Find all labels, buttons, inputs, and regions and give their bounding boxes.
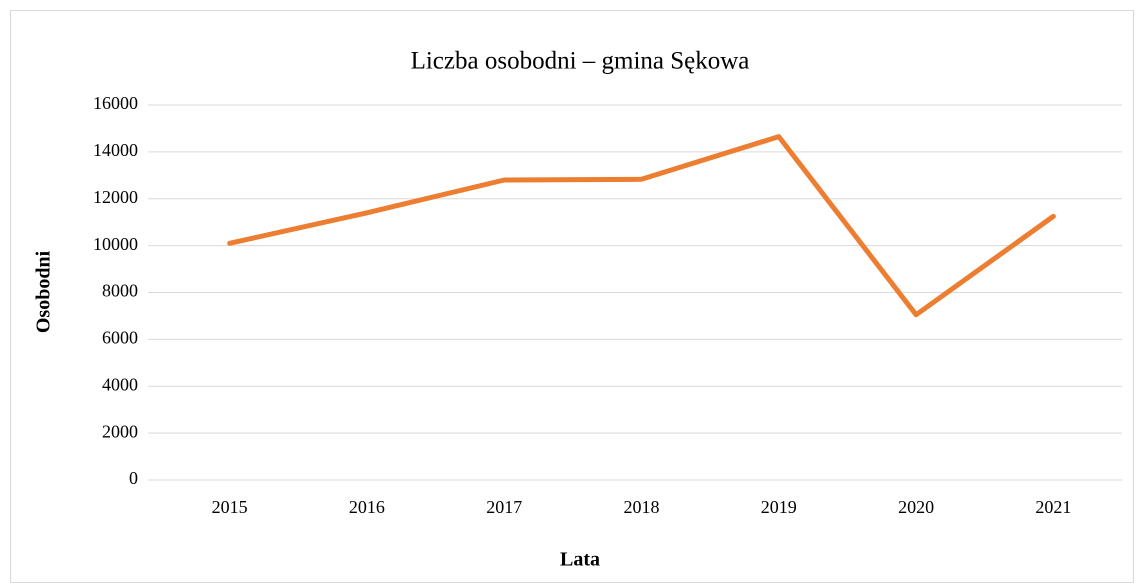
x-axis-label: Lata bbox=[560, 549, 600, 571]
x-tick-label: 2021 bbox=[1035, 497, 1071, 517]
x-tick-label: 2020 bbox=[898, 497, 934, 517]
x-tick-label: 2017 bbox=[486, 497, 522, 517]
y-tick-label: 16000 bbox=[93, 93, 138, 113]
chart-title: Liczba osobodni – gmina Sękowa bbox=[411, 48, 750, 75]
y-tick-label: 2000 bbox=[102, 421, 138, 441]
chart-border bbox=[10, 10, 1134, 583]
x-tick-label: 2019 bbox=[761, 497, 797, 517]
data-line bbox=[227, 134, 1056, 318]
y-tick-label: 14000 bbox=[93, 140, 138, 160]
y-tick-label: 4000 bbox=[102, 374, 138, 394]
y-tick-label: 10000 bbox=[93, 234, 138, 254]
y-tick-label: 8000 bbox=[102, 281, 138, 301]
y-axis-label: Osobodni bbox=[33, 250, 55, 333]
x-tick-label: 2015 bbox=[212, 497, 248, 517]
x-tick-label: 2016 bbox=[349, 497, 385, 517]
y-tick-label: 6000 bbox=[102, 328, 138, 348]
y-tick-label: 0 bbox=[129, 468, 138, 488]
x-tick-label: 2018 bbox=[624, 497, 660, 517]
y-tick-label: 12000 bbox=[93, 187, 138, 207]
